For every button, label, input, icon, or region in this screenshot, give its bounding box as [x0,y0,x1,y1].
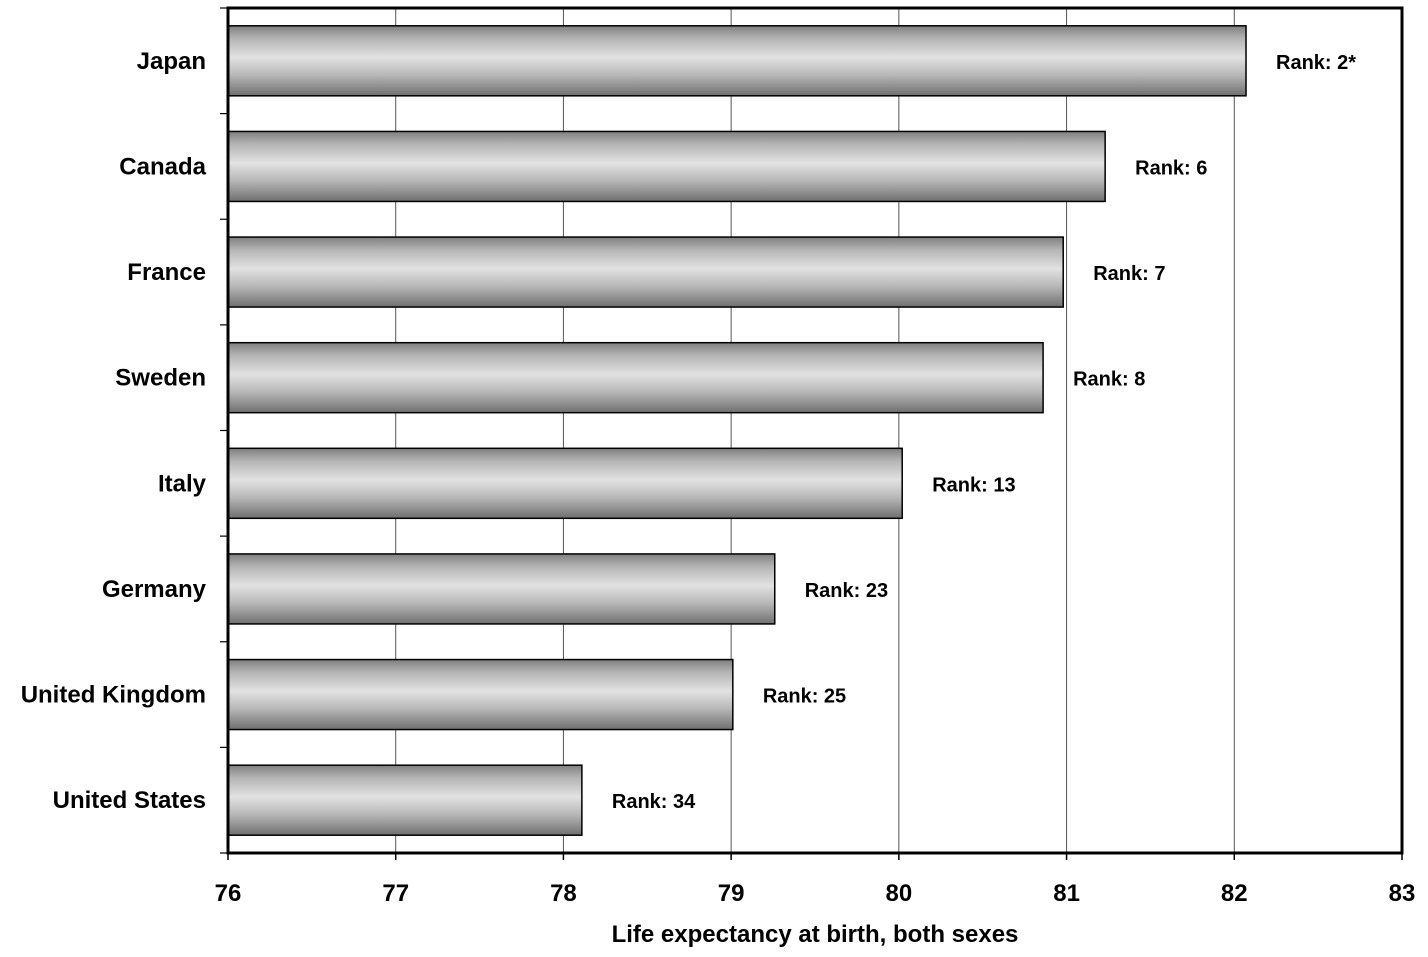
bar-data-label: Rank: 23 [805,580,888,602]
bar-data-label: Rank: 6 [1135,157,1207,179]
x-tick-label: 80 [886,880,913,907]
category-labels: Japan Canada France Sweden Italy Germany Unite… [21,48,207,814]
bar [227,764,583,836]
category-label: Italy [158,470,207,497]
bar-data-label: Rank: 7 [1093,263,1165,285]
x-tick-label: 78 [550,880,577,907]
bar [227,130,1106,203]
x-axis-title: Life expectancy at birth, both sexes [611,921,1019,948]
x-tick-label: 76 [215,880,242,907]
x-tick-label: 77 [382,880,409,907]
bar [227,236,1064,308]
bar-data-label: Rank: 13 [932,474,1015,496]
category-label: Japan [137,48,206,75]
bar-data-label: Rank: 8 [1073,369,1145,391]
data-labels: Rank: 2* Rank: 6 Rank: 7 Rank: 8 Rank: 13 Ran… [612,52,1356,813]
x-tick-label: 79 [718,880,745,907]
category-label: Canada [119,153,206,180]
bar-data-label: Rank: 25 [763,686,846,708]
x-tick-label: 83 [1389,880,1416,907]
category-label: Germany [102,576,207,603]
bar [227,25,1247,97]
bar [227,447,903,520]
x-axis-ticks: 76 77 78 79 80 81 82 83 [215,7,1416,907]
category-label: Sweden [115,365,206,392]
bar-data-label: Rank: 34 [612,791,696,813]
bar [227,341,1044,414]
bar-data-label: Rank: 2* [1276,52,1356,74]
bar [227,553,776,625]
category-label: United Kingdom [21,682,206,709]
bars [227,25,1247,836]
x-tick-label: 82 [1221,880,1248,907]
category-label: United States [53,787,206,814]
x-tick-label: 81 [1053,880,1080,907]
category-label: France [127,259,206,286]
bar [227,658,734,731]
plot-frame [226,6,1404,855]
